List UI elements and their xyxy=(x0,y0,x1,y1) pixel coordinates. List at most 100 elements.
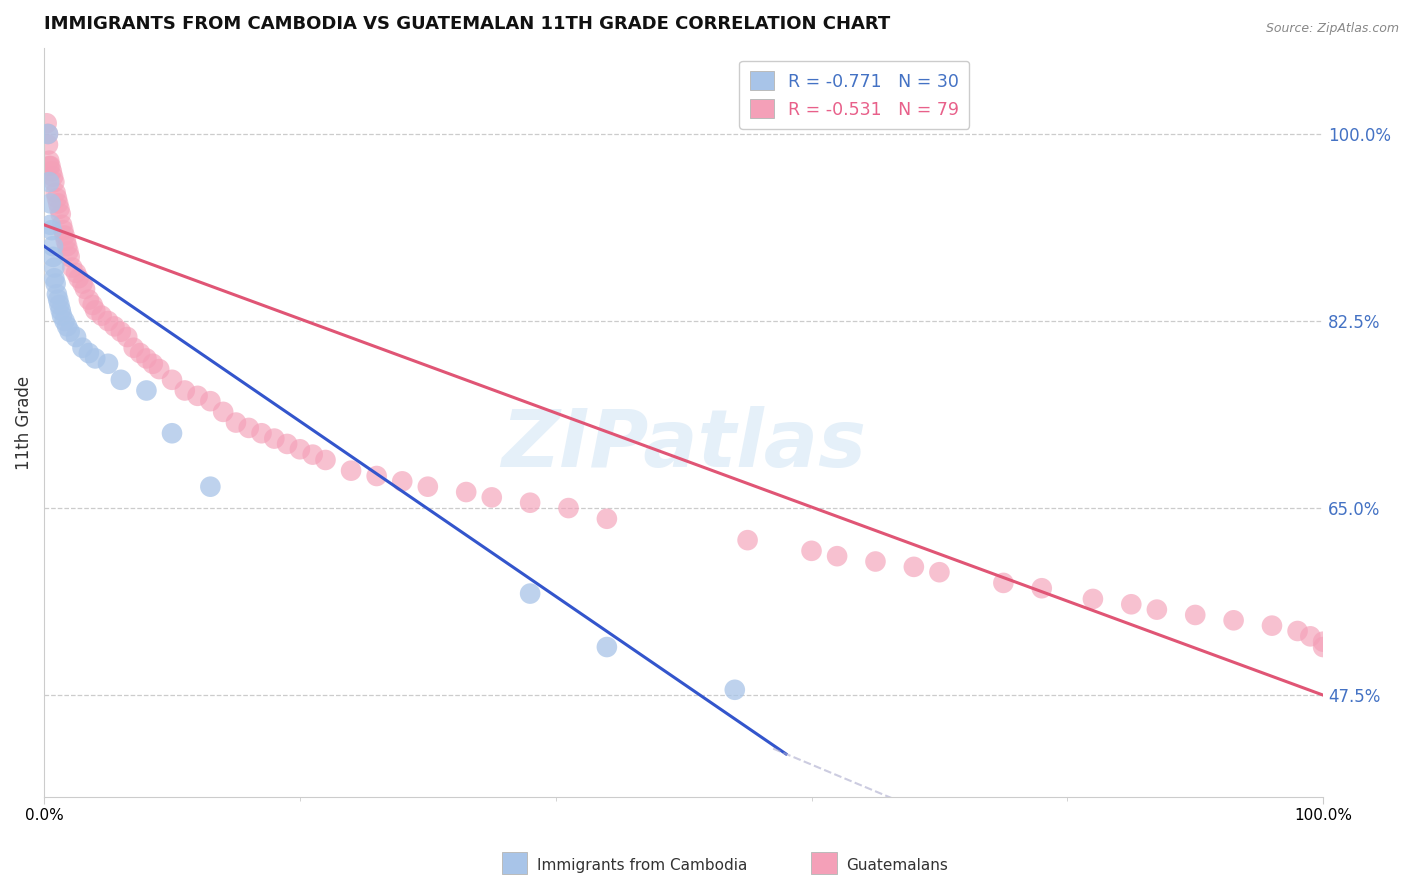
Point xyxy=(288,442,311,457)
Point xyxy=(41,164,63,178)
Point xyxy=(46,293,69,307)
Point xyxy=(481,491,503,505)
Point xyxy=(160,373,183,387)
Point xyxy=(51,309,73,323)
Point xyxy=(67,271,90,285)
Point xyxy=(44,175,66,189)
Text: Immigrants from Cambodia: Immigrants from Cambodia xyxy=(537,858,748,872)
Point xyxy=(1121,597,1143,611)
Point xyxy=(42,239,65,253)
Bar xyxy=(811,852,837,874)
Point xyxy=(238,421,260,435)
Point xyxy=(53,314,76,328)
Point xyxy=(103,319,125,334)
Legend: R = -0.771   N = 30, R = -0.531   N = 79: R = -0.771 N = 30, R = -0.531 N = 79 xyxy=(740,61,969,129)
Point xyxy=(46,196,69,211)
Point xyxy=(72,277,94,291)
Point xyxy=(737,533,759,548)
Point xyxy=(53,228,76,243)
Point xyxy=(135,384,157,398)
Point xyxy=(391,475,413,489)
Point xyxy=(84,303,107,318)
Point xyxy=(52,223,75,237)
Point xyxy=(1031,581,1053,595)
Point xyxy=(44,260,66,275)
Point xyxy=(44,271,66,285)
Point xyxy=(142,357,165,371)
Point xyxy=(1299,629,1322,643)
Point xyxy=(97,314,120,328)
Point xyxy=(72,341,94,355)
Point xyxy=(1222,613,1244,627)
Point xyxy=(39,159,62,173)
Point xyxy=(456,485,478,500)
Point xyxy=(928,565,950,579)
Point xyxy=(49,303,72,318)
Point xyxy=(1146,602,1168,616)
Bar xyxy=(502,852,527,874)
Point xyxy=(42,250,65,264)
Point xyxy=(557,501,579,516)
Point xyxy=(84,351,107,366)
Point xyxy=(903,559,925,574)
Point xyxy=(59,325,82,339)
Point xyxy=(519,586,541,600)
Point xyxy=(42,169,65,184)
Point xyxy=(58,244,80,259)
Point xyxy=(596,512,619,526)
Text: Guatemalans: Guatemalans xyxy=(846,858,948,872)
Point xyxy=(38,153,60,168)
Point xyxy=(173,384,195,398)
Point xyxy=(110,373,132,387)
Point xyxy=(55,234,77,248)
Point xyxy=(56,319,79,334)
Point xyxy=(276,437,298,451)
Point xyxy=(37,127,59,141)
Point xyxy=(45,277,67,291)
Text: IMMIGRANTS FROM CAMBODIA VS GUATEMALAN 11TH GRADE CORRELATION CHART: IMMIGRANTS FROM CAMBODIA VS GUATEMALAN 1… xyxy=(44,15,890,33)
Point xyxy=(1312,640,1334,654)
Point xyxy=(122,341,145,355)
Point xyxy=(250,426,273,441)
Point xyxy=(1312,634,1334,648)
Point xyxy=(90,309,112,323)
Point xyxy=(110,325,132,339)
Point xyxy=(187,389,209,403)
Point xyxy=(416,480,439,494)
Point xyxy=(45,186,67,200)
Point xyxy=(59,250,82,264)
Point xyxy=(117,330,139,344)
Point xyxy=(65,266,87,280)
Y-axis label: 11th Grade: 11th Grade xyxy=(15,376,32,469)
Point xyxy=(49,207,72,221)
Point xyxy=(800,544,823,558)
Point xyxy=(865,555,887,569)
Point xyxy=(51,218,73,232)
Point xyxy=(48,202,70,216)
Point xyxy=(519,496,541,510)
Point xyxy=(77,346,100,360)
Point xyxy=(1184,607,1206,622)
Point xyxy=(48,298,70,312)
Point xyxy=(82,298,104,312)
Point xyxy=(65,330,87,344)
Point xyxy=(73,282,96,296)
Point xyxy=(35,116,58,130)
Point xyxy=(41,223,63,237)
Point xyxy=(45,191,67,205)
Point xyxy=(37,127,59,141)
Point xyxy=(39,196,62,211)
Text: Source: ZipAtlas.com: Source: ZipAtlas.com xyxy=(1265,22,1399,36)
Point xyxy=(301,448,323,462)
Point xyxy=(200,394,222,409)
Point xyxy=(825,549,848,564)
Point xyxy=(596,640,619,654)
Point xyxy=(315,453,337,467)
Point xyxy=(993,575,1015,590)
Point xyxy=(225,416,247,430)
Point xyxy=(340,464,363,478)
Point xyxy=(366,469,388,483)
Point xyxy=(1081,591,1104,606)
Text: ZIPatlas: ZIPatlas xyxy=(501,406,866,484)
Point xyxy=(56,239,79,253)
